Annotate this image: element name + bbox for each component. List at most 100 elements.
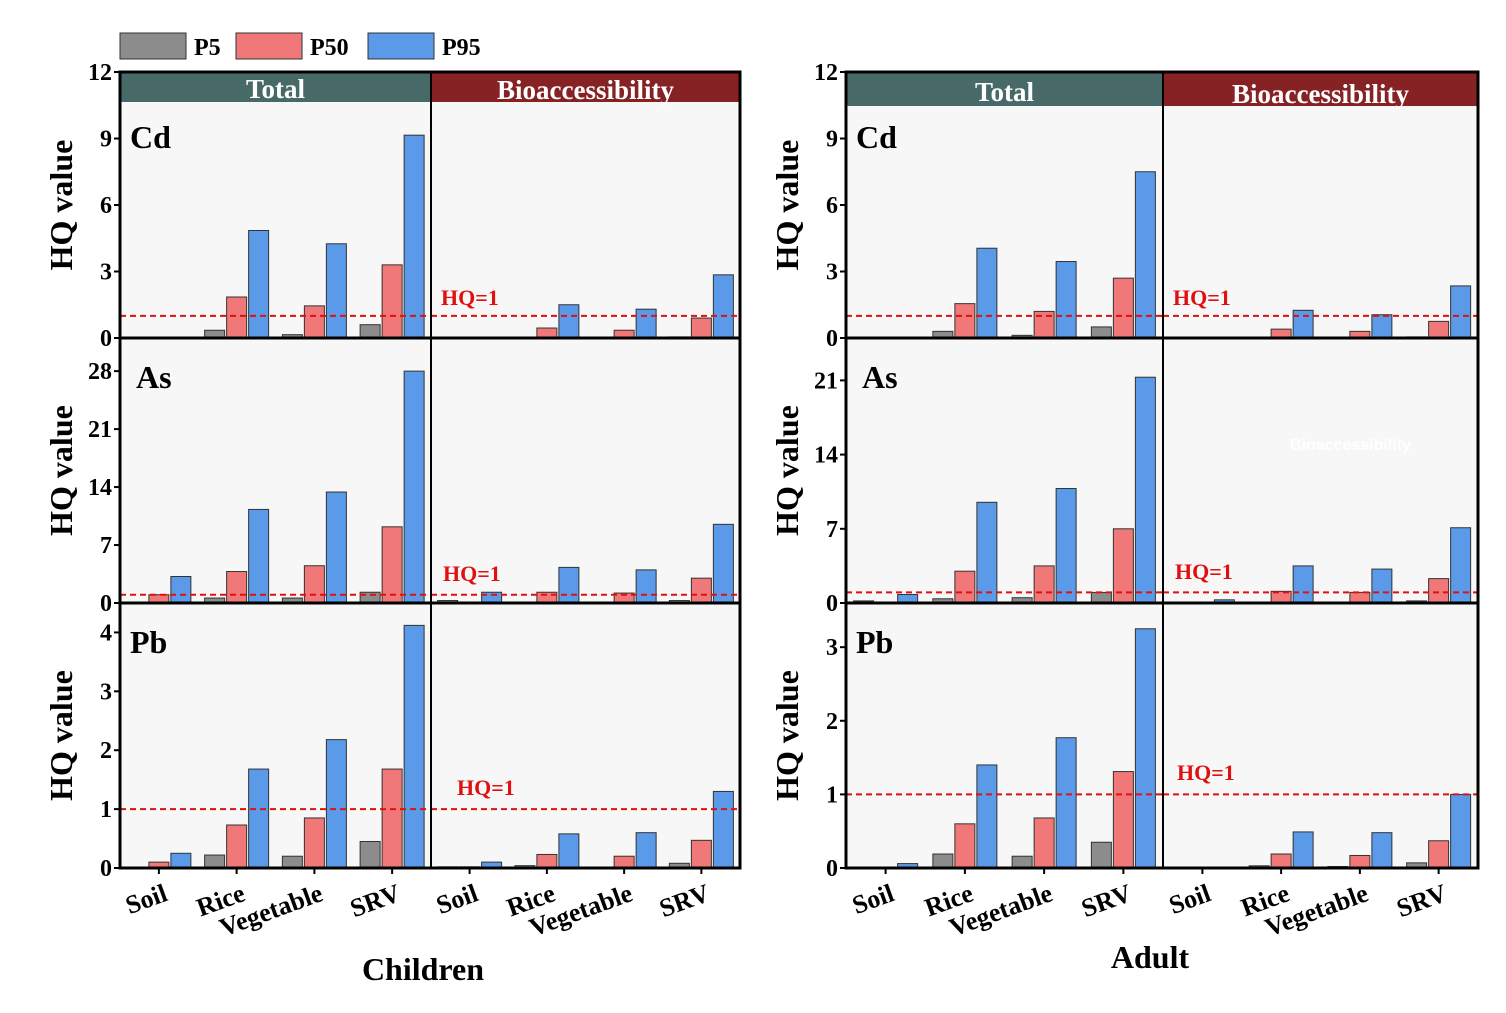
group-title: Adult (1111, 939, 1190, 975)
bar-total-vegetable-p95 (326, 244, 346, 338)
y-axis-label: HQ value (43, 140, 79, 271)
bar-total-rice-p50 (227, 572, 247, 603)
legend-label: P5 (194, 35, 221, 61)
bar-total-srv-p5 (1091, 592, 1111, 603)
legend-swatch-p95 (368, 33, 434, 59)
bar-bio-vegetable-p95 (636, 309, 656, 338)
y-tick-label: 3 (826, 635, 838, 661)
metal-label: Pb (130, 624, 167, 660)
y-tick-label: 0 (100, 856, 112, 882)
x-tick-label: Soil (848, 878, 897, 920)
y-tick-label: 0 (826, 591, 838, 617)
y-axis-label: HQ value (769, 405, 805, 536)
bar-total-srv-p95 (404, 371, 424, 603)
bar-total-rice-p95 (977, 248, 997, 338)
bar-bio-vegetable-p50 (614, 856, 634, 868)
bar-total-rice-p95 (249, 769, 269, 868)
bar-total-srv-p95 (404, 625, 424, 868)
x-tick-label: SRV (1393, 878, 1451, 923)
bar-total-rice-p50 (955, 571, 975, 603)
bar-bio-vegetable-p95 (636, 570, 656, 603)
bar-total-srv-p5 (1091, 327, 1111, 338)
bar-total-srv-p5 (360, 842, 380, 869)
bar-total-vegetable-p5 (282, 856, 302, 868)
bar-bio-srv-p50 (691, 840, 711, 868)
bar-bio-srv-p50 (691, 318, 711, 338)
y-axis-label: HQ value (769, 670, 805, 801)
x-tick-label: SRV (655, 878, 713, 923)
bar-total-srv-p50 (1113, 772, 1133, 868)
x-tick-label: Soil (122, 878, 171, 920)
bar-total-rice-p50 (955, 824, 975, 868)
bar-total-srv-p95 (1135, 629, 1155, 868)
bar-bio-srv-p50 (1429, 841, 1449, 868)
threshold-label: HQ=1 (1177, 760, 1235, 785)
bar-bio-vegetable-p50 (1350, 592, 1370, 603)
bar-total-srv-p50 (382, 769, 402, 868)
bar-bio-srv-p95 (713, 524, 733, 603)
bar-bio-vegetable-p95 (1372, 315, 1392, 338)
bar-bio-srv-p95 (713, 791, 733, 868)
y-tick-label: 0 (100, 326, 112, 352)
metal-label: Pb (856, 624, 893, 660)
bar-total-srv-p50 (382, 527, 402, 603)
bar-bio-rice-p95 (559, 567, 579, 603)
bar-total-vegetable-p5 (1012, 856, 1032, 868)
bar-total-vegetable-p95 (1056, 262, 1076, 338)
y-tick-label: 14 (814, 443, 838, 469)
bar-total-rice-p50 (227, 297, 247, 338)
threshold-label: HQ=1 (457, 775, 515, 800)
bar-bio-srv-p95 (713, 275, 733, 338)
threshold-label: HQ=1 (443, 561, 501, 586)
y-tick-label: 2 (100, 738, 112, 764)
y-tick-label: 3 (826, 260, 838, 286)
bar-total-rice-p95 (249, 509, 269, 603)
header-bio-label: Bioaccessibility (497, 75, 674, 105)
bar-total-vegetable-p50 (304, 306, 324, 338)
bar-total-vegetable-p95 (326, 740, 346, 868)
y-tick-label: 6 (826, 193, 838, 219)
threshold-label: HQ=1 (441, 285, 499, 310)
y-axis-label: HQ value (43, 670, 79, 801)
metal-label: As (136, 359, 172, 395)
bar-bio-rice-p95 (1293, 566, 1313, 603)
y-tick-label: 3 (100, 679, 112, 705)
y-tick-label: 3 (100, 260, 112, 286)
bar-total-srv-p95 (1135, 172, 1155, 338)
y-tick-label: 9 (826, 127, 838, 153)
bar-bio-vegetable-p95 (1372, 833, 1392, 868)
y-tick-label: 1 (100, 797, 112, 823)
y-tick-label: 21 (814, 368, 838, 394)
watermark-text: Bioaccessibility (1290, 437, 1411, 454)
x-tick-label: SRV (1077, 878, 1135, 923)
header-total-label: Total (975, 77, 1035, 107)
legend-swatch-p50 (236, 33, 302, 59)
metal-label: As (862, 359, 898, 395)
x-tick-label: Soil (1165, 878, 1214, 920)
y-axis-label: HQ value (769, 140, 805, 271)
metal-label: Cd (856, 119, 897, 155)
y-tick-label: 0 (100, 591, 112, 617)
bar-bio-rice-p95 (559, 305, 579, 338)
bar-total-srv-p95 (1135, 377, 1155, 603)
bar-bio-srv-p95 (1451, 286, 1471, 338)
bar-bio-srv-p50 (1429, 321, 1449, 338)
y-tick-label: 28 (88, 359, 112, 385)
threshold-label: HQ=1 (1173, 285, 1231, 310)
bar-bio-srv-p50 (1429, 579, 1449, 603)
y-tick-label: 9 (100, 127, 112, 153)
bar-total-vegetable-p95 (326, 492, 346, 603)
header-bio-label: Bioaccessibility (1232, 79, 1409, 109)
y-tick-label: 0 (826, 856, 838, 882)
bar-bio-rice-p95 (559, 834, 579, 868)
bar-total-vegetable-p50 (1034, 818, 1054, 868)
y-tick-label: 1 (826, 782, 838, 808)
bar-total-soil-p95 (171, 853, 191, 868)
group-title: Children (362, 951, 484, 987)
bar-total-rice-p50 (227, 825, 247, 868)
bar-total-vegetable-p50 (304, 818, 324, 868)
bar-total-rice-p5 (205, 855, 225, 868)
x-tick-label: SRV (346, 878, 404, 923)
